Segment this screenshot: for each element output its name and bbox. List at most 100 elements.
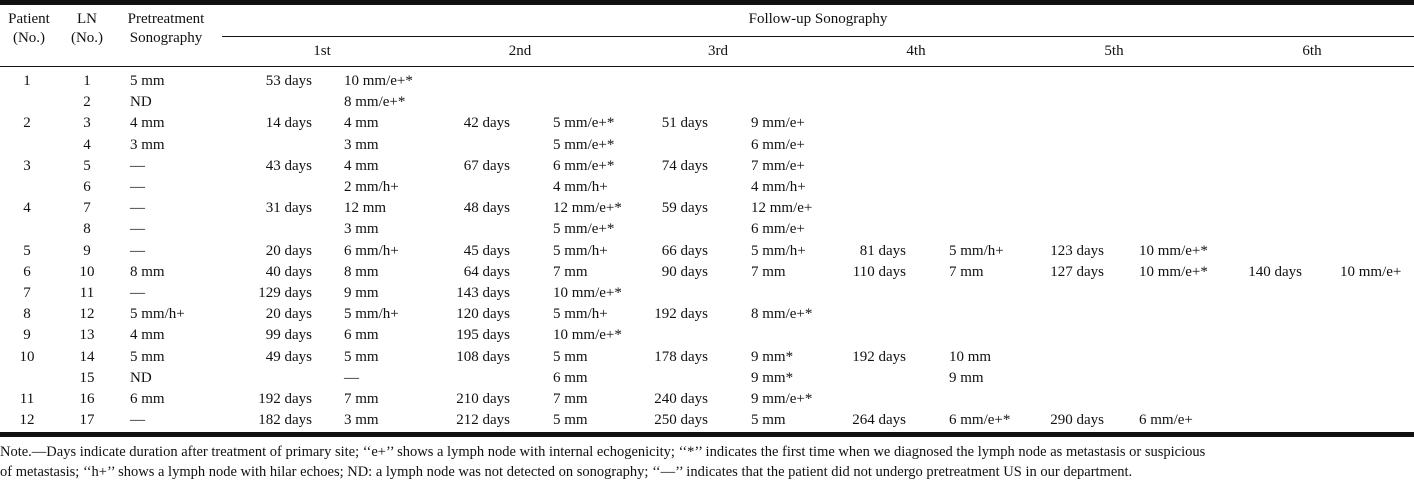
cell-measure: 7 mm [949, 263, 984, 280]
cell-measure: 9 mm* [751, 369, 794, 386]
cell-measure: 5 mm/e+* [553, 115, 615, 132]
cell-measure: 10 mm/e+* [553, 285, 622, 301]
cell-patient: 6 [23, 263, 31, 280]
cell-measure: 5 mm/h+ [751, 242, 806, 259]
cell-measure: 6 mm/e+* [949, 412, 1011, 429]
cell-measure: 9 mm/e+ [751, 115, 805, 132]
cell-measure: 6 mm/e+* [553, 157, 615, 174]
note-line-1: Note.—Days indicate duration after treat… [0, 444, 1206, 460]
cell-pretreatment: — [130, 285, 145, 301]
cell-measure: 8 mm/e+* [751, 306, 813, 323]
cell-days: 110 days [852, 263, 906, 280]
cell-days: 182 days [258, 412, 312, 429]
cell-ln: 7 [83, 200, 91, 217]
cell-patient: 12 [19, 412, 35, 429]
cell-measure: 5 mm/h+ [553, 242, 608, 259]
cell-days: 67 days [463, 157, 510, 174]
table-top-rule [0, 0, 1414, 5]
cell-measure: 4 mm [344, 115, 379, 132]
cell-days: 143 days [456, 285, 510, 301]
cell-pretreatment: 8 mm [130, 263, 165, 280]
cell-days: 240 days [654, 391, 708, 407]
followup-rule [222, 36, 1414, 37]
cell-days: 127 days [1050, 263, 1104, 280]
cell-measure: 2 mm/h+ [344, 179, 399, 195]
cell-pretreatment: — [130, 242, 145, 259]
cell-ln: 4 [83, 136, 91, 153]
cell-measure: 7 mm/e+ [751, 157, 805, 174]
cell-measure: 4 mm [344, 157, 379, 174]
cell-measure: 12 mm/e+ [751, 200, 813, 217]
cell-days: 53 days [265, 73, 312, 89]
header-pretreatment-line1: Pretreatment [127, 11, 205, 27]
cell-measure: 9 mm* [751, 348, 794, 365]
cell-patient: 5 [23, 242, 31, 259]
cell-days: 210 days [456, 391, 510, 407]
cell-measure: 5 mm [751, 412, 786, 429]
cell-days: 81 days [859, 242, 906, 259]
cell-measure: 8 mm/e+* [344, 94, 406, 111]
cell-measure: 12 mm/e+* [553, 200, 622, 217]
cell-days: 20 days [265, 306, 312, 323]
cell-days: 250 days [654, 412, 708, 429]
cell-ln: 2 [83, 94, 91, 111]
cell-measure: 10 mm/e+ [1340, 263, 1402, 280]
cell-measure: 6 mm/h+ [344, 242, 399, 259]
cell-ln: 17 [79, 412, 95, 429]
cell-pretreatment: 6 mm [130, 391, 165, 407]
cell-measure: 10 mm/e+* [1139, 242, 1208, 259]
cell-days: 99 days [265, 327, 312, 344]
note-line-2: of metastasis; ‘‘h+’’ shows a lymph node… [0, 464, 1133, 480]
header-followup-2: 2nd [508, 43, 532, 59]
cell-pretreatment: — [130, 412, 145, 429]
cell-measure: 3 mm [344, 136, 379, 153]
cell-days: 51 days [661, 115, 708, 132]
cell-measure: 7 mm [553, 391, 588, 407]
cell-measure: 3 mm [344, 412, 379, 429]
table-note: Note.—Days indicate duration after treat… [0, 442, 1414, 482]
cell-days: 140 days [1248, 263, 1302, 280]
cell-pretreatment: — [130, 221, 145, 238]
header-patient: Patient (No.) [0, 10, 58, 48]
cell-days: 192 days [654, 306, 708, 323]
cell-days: 48 days [463, 200, 510, 217]
cell-pretreatment: 5 mm/h+ [130, 306, 185, 323]
cell-measure: 6 mm/e+ [751, 136, 805, 153]
cell-pretreatment: 3 mm [130, 136, 165, 153]
cell-days: 90 days [661, 263, 708, 280]
cell-measure: 4 mm/h+ [553, 179, 608, 195]
cell-measure: 5 mm [344, 348, 379, 365]
cell-ln: 13 [79, 327, 95, 344]
cell-ln: 15 [79, 369, 95, 386]
header-followup-6: 6th [1302, 43, 1322, 59]
cell-measure: 9 mm [949, 369, 984, 386]
header-followup-5: 5th [1104, 43, 1124, 59]
header-followup-4: 4th [906, 43, 926, 59]
cell-days: 45 days [463, 242, 510, 259]
cell-pretreatment: — [130, 179, 145, 195]
cell-patient: 4 [23, 200, 31, 217]
cell-patient: 1 [23, 73, 31, 89]
header-pretreatment-line2: Sonography [129, 30, 203, 46]
cell-days: 178 days [654, 348, 708, 365]
cell-ln: 5 [83, 157, 91, 174]
cell-measure: 5 mm/h+ [949, 242, 1004, 259]
cell-ln: 14 [79, 348, 95, 365]
cell-measure: 7 mm [751, 263, 786, 280]
cell-days: 108 days [456, 348, 510, 365]
cell-patient: 9 [23, 327, 31, 344]
cell-days: 49 days [265, 348, 312, 365]
cell-pretreatment: 5 mm [130, 73, 165, 89]
cell-measure: 5 mm/h+ [344, 306, 399, 323]
cell-measure: 7 mm [553, 263, 588, 280]
cell-days: 14 days [265, 115, 312, 132]
header-patient-line2: (No.) [12, 30, 46, 46]
cell-measure: 5 mm [553, 348, 588, 365]
cell-measure: 6 mm [344, 327, 379, 344]
header-ln-line1: LN [77, 11, 97, 27]
cell-measure: 9 mm [344, 285, 379, 301]
cell-days: 43 days [265, 157, 312, 174]
cell-ln: 8 [83, 221, 91, 238]
cell-pretreatment: 4 mm [130, 115, 165, 132]
cell-days: 192 days [258, 391, 312, 407]
